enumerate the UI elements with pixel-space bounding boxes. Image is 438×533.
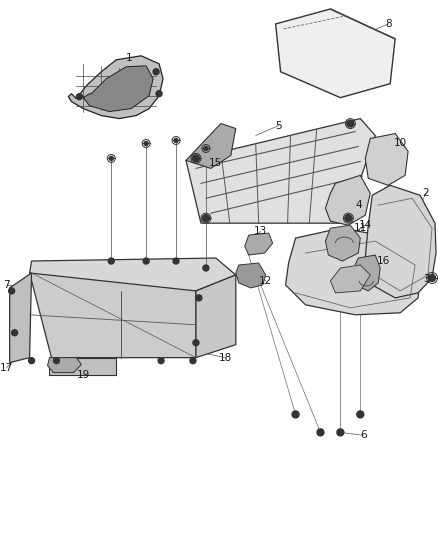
Circle shape xyxy=(9,288,14,294)
Circle shape xyxy=(357,411,364,418)
Circle shape xyxy=(196,295,202,301)
Polygon shape xyxy=(236,263,266,288)
Polygon shape xyxy=(68,56,163,118)
Circle shape xyxy=(143,258,149,264)
Circle shape xyxy=(428,274,435,281)
Polygon shape xyxy=(276,9,395,98)
Circle shape xyxy=(173,258,179,264)
Polygon shape xyxy=(325,175,370,225)
Text: 17: 17 xyxy=(0,362,13,373)
Text: 7: 7 xyxy=(4,280,10,290)
Circle shape xyxy=(317,429,324,436)
Polygon shape xyxy=(365,133,408,185)
Text: 16: 16 xyxy=(377,256,390,266)
Circle shape xyxy=(174,139,178,142)
Text: 13: 13 xyxy=(254,226,267,236)
Circle shape xyxy=(190,358,196,364)
Polygon shape xyxy=(352,255,380,291)
Text: 11: 11 xyxy=(353,223,367,233)
Circle shape xyxy=(12,330,18,336)
Circle shape xyxy=(202,215,209,222)
Polygon shape xyxy=(245,233,272,255)
Circle shape xyxy=(53,358,60,364)
Polygon shape xyxy=(325,225,360,261)
Text: 6: 6 xyxy=(360,430,367,440)
Circle shape xyxy=(193,340,199,346)
Circle shape xyxy=(108,258,114,264)
Text: 12: 12 xyxy=(259,276,272,286)
Text: 8: 8 xyxy=(385,19,392,29)
Circle shape xyxy=(292,411,299,418)
Circle shape xyxy=(204,147,208,150)
Polygon shape xyxy=(10,273,32,362)
Polygon shape xyxy=(186,124,236,168)
Polygon shape xyxy=(186,118,375,223)
Text: 5: 5 xyxy=(276,120,282,131)
Text: 4: 4 xyxy=(355,200,362,210)
Polygon shape xyxy=(365,185,436,298)
Polygon shape xyxy=(286,228,420,315)
Text: 1: 1 xyxy=(126,53,133,63)
Circle shape xyxy=(76,94,82,100)
Text: 3: 3 xyxy=(423,274,429,284)
Circle shape xyxy=(153,69,159,75)
Text: 2: 2 xyxy=(423,188,429,198)
Polygon shape xyxy=(49,358,116,375)
Circle shape xyxy=(158,358,164,364)
Polygon shape xyxy=(330,265,370,293)
Polygon shape xyxy=(30,273,196,358)
Circle shape xyxy=(156,91,162,96)
Circle shape xyxy=(109,156,113,160)
Polygon shape xyxy=(83,66,153,111)
Polygon shape xyxy=(30,258,236,291)
Circle shape xyxy=(192,155,199,162)
Circle shape xyxy=(28,358,35,364)
Circle shape xyxy=(144,141,148,146)
Polygon shape xyxy=(196,275,236,358)
Text: 14: 14 xyxy=(359,220,372,230)
Text: 15: 15 xyxy=(209,158,223,168)
Text: 18: 18 xyxy=(219,353,233,362)
Text: 10: 10 xyxy=(394,139,407,149)
Circle shape xyxy=(203,265,209,271)
Circle shape xyxy=(337,429,344,436)
Circle shape xyxy=(345,215,352,222)
Circle shape xyxy=(347,120,354,127)
Text: 19: 19 xyxy=(77,369,90,379)
Polygon shape xyxy=(47,358,81,373)
